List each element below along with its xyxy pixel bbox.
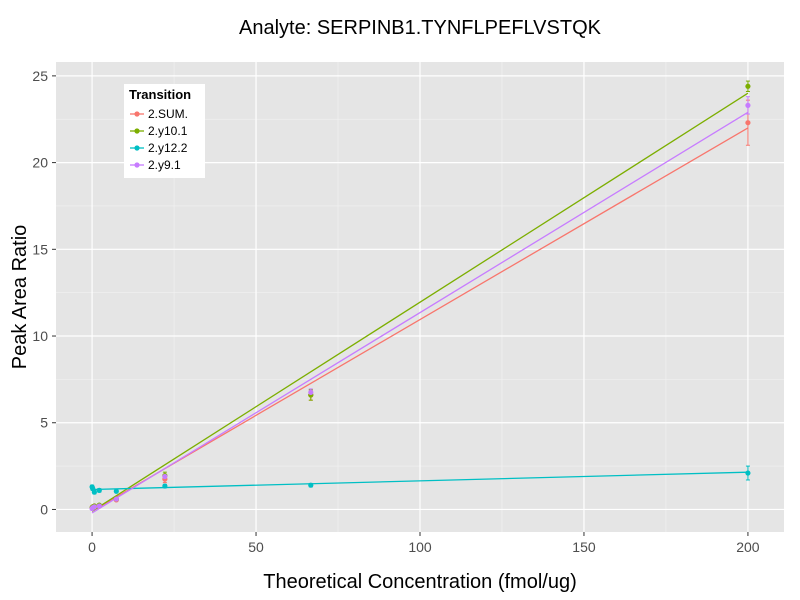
y-tick-label: 20 [32, 155, 48, 171]
y-tick-label: 10 [32, 328, 48, 344]
data-point-2-y12-2 [745, 470, 751, 476]
data-point-2-y9-1 [745, 102, 751, 108]
x-tick-label: 50 [248, 539, 264, 555]
x-tick-label: 200 [736, 539, 760, 555]
data-point-2-y9-1 [162, 473, 168, 480]
legend-label-2-sum: 2.SUM. [148, 107, 188, 121]
legend-label-2-y10-1: 2.y10.1 [148, 124, 188, 138]
grid-major [56, 62, 784, 532]
legend-entries: 2.SUM. 2.y10.1 2.y12.2 2.y9.1 [130, 107, 188, 172]
data-point-2-y10-1 [745, 83, 751, 89]
x-tick-label: 150 [572, 539, 596, 555]
x-tick-label: 0 [88, 539, 96, 555]
data-point-2-y9-1 [308, 389, 314, 395]
data-point-2-sum [745, 120, 751, 126]
data-point-2-y12-2 [96, 487, 102, 493]
y-tick-label: 25 [32, 68, 48, 84]
legend-label-2-y9-1: 2.y9.1 [148, 158, 181, 172]
legend-swatch-point-2-y12-2 [134, 145, 140, 151]
data-points [89, 83, 751, 512]
data-point-2-y9-1 [91, 504, 97, 510]
legend-swatch-point-2-y10-1 [134, 128, 140, 134]
data-point-2-y12-2 [162, 483, 168, 489]
x-axis-title: Theoretical Concentration (fmol/ug) [263, 571, 576, 593]
data-point-2-y12-2 [113, 488, 119, 494]
x-axis-ticks: 0 50 100 150 200 [88, 532, 760, 555]
fit-line-2-y12-2 [92, 471, 748, 491]
data-point-2-y9-1 [96, 503, 102, 509]
y-tick-label: 0 [40, 501, 48, 517]
y-axis-ticks: 0 5 10 15 20 25 [32, 68, 56, 517]
x-tick-label: 100 [408, 539, 432, 555]
legend-swatch-point-2-y9-1 [134, 162, 140, 168]
data-point-2-y12-2 [308, 482, 314, 488]
fit-line-2-y9-1 [91, 111, 749, 514]
legend-label-2-y12-2: 2.y12.2 [148, 141, 188, 155]
y-tick-label: 15 [32, 241, 48, 257]
y-axis-title: Peak Area Ratio [9, 225, 31, 370]
y-tick-label: 5 [40, 415, 48, 431]
data-point-2-y9-1 [113, 496, 119, 502]
legend: Transition 2.SUM. 2.y10.1 2.y12.2 2.y9.1 [124, 84, 205, 178]
fit-lines [91, 92, 749, 514]
legend-title: Transition [129, 87, 191, 102]
fit-line-2-y10-1 [91, 92, 749, 512]
legend-swatch-point-2-sum [134, 111, 140, 117]
chart-title: Analyte: SERPINB1.TYNFLPEFLVSTQK [239, 17, 602, 39]
fit-line-2-sum [91, 127, 749, 512]
data-point-2-y12-2 [91, 489, 97, 495]
